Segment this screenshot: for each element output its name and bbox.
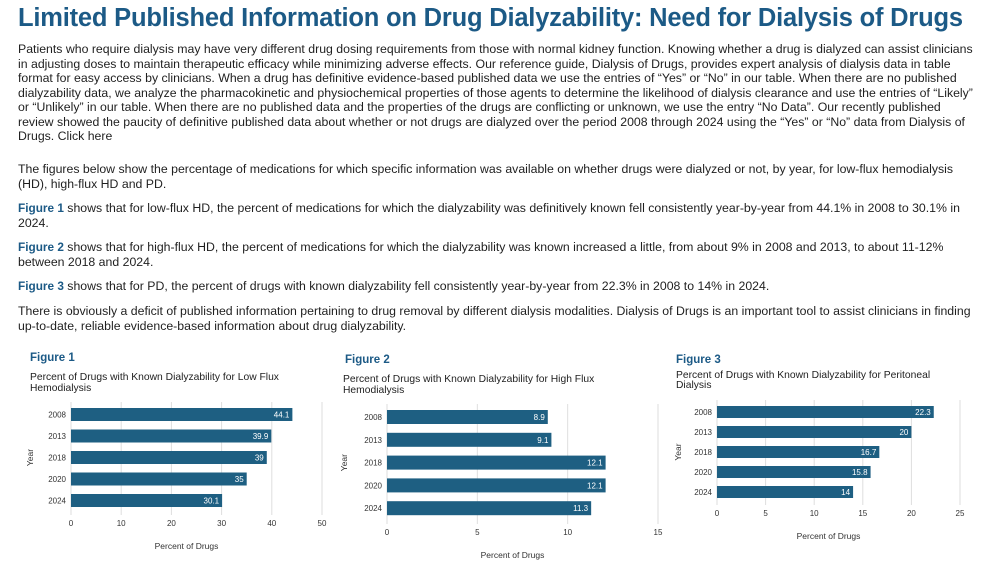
bar-value-label: 39.9 xyxy=(253,432,269,441)
x-axis-title: Percent of Drugs xyxy=(797,531,861,541)
bar-value-label: 11.3 xyxy=(573,504,589,513)
figure-1-title-line2: Hemodialysis xyxy=(30,383,92,394)
x-tick-label: 30 xyxy=(217,519,226,528)
y-tick-label: 2018 xyxy=(694,448,712,457)
conclusion-paragraph: There is obviously a deficit of publishe… xyxy=(18,304,971,333)
y-tick-label: 2013 xyxy=(48,432,66,441)
x-tick-label: 10 xyxy=(810,509,819,518)
bar-2018 xyxy=(387,455,606,470)
x-tick-label: 5 xyxy=(475,528,480,537)
y-tick-label: 2024 xyxy=(48,497,66,506)
y-tick-label: 2008 xyxy=(48,411,66,420)
figure-2-text: shows that for high-flux HD, the percent… xyxy=(18,240,944,269)
bar-value-label: 30.1 xyxy=(204,497,220,506)
bar-2013 xyxy=(717,426,912,438)
x-tick-label: 15 xyxy=(858,509,867,518)
figure-2-title-line1: Percent of Drugs with Known Dialyzabilit… xyxy=(343,374,595,385)
bar-2024 xyxy=(387,501,592,516)
y-tick-label: 2018 xyxy=(364,459,382,468)
figure-2-link: Figure 2 xyxy=(18,240,64,254)
bar-2018 xyxy=(717,446,880,458)
bar-value-label: 20 xyxy=(899,428,908,437)
bar-value-label: 8.9 xyxy=(534,413,546,422)
y-tick-label: 2020 xyxy=(694,468,712,477)
y-tick-label: 2013 xyxy=(364,436,382,445)
y-tick-label: 2008 xyxy=(694,408,712,417)
bar-2008 xyxy=(387,410,548,424)
bar-value-label: 35 xyxy=(235,475,244,484)
y-axis-title: Year xyxy=(673,443,683,460)
x-tick-label: 10 xyxy=(117,519,126,528)
x-tick-label: 25 xyxy=(956,509,965,518)
bar-value-label: 14 xyxy=(841,488,850,497)
intro-paragraph: Patients who require dialysis may have v… xyxy=(18,42,973,143)
figure-1-title-line1: Percent of Drugs with Known Dialyzabilit… xyxy=(30,372,279,383)
figure-2-chart: 8.9 2008 9.1 2013 12.1 2018 12.1 2020 11.3 2024 0 5… xyxy=(339,404,663,560)
bar-2024 xyxy=(71,494,223,507)
bar-2008 xyxy=(717,406,934,418)
bar-value-label: 16.7 xyxy=(861,448,877,457)
y-tick-label: 2024 xyxy=(364,504,382,513)
x-tick-label: 40 xyxy=(267,519,276,528)
figure-3-title-line2: Dialysis xyxy=(676,380,712,391)
x-tick-label: 10 xyxy=(563,528,572,537)
bar-2008 xyxy=(71,408,293,421)
bar-2020 xyxy=(71,472,247,486)
x-tick-label: 0 xyxy=(69,519,74,528)
x-tick-label: 5 xyxy=(763,509,768,518)
y-tick-label: 2013 xyxy=(694,428,712,437)
bar-value-label: 12.1 xyxy=(587,481,603,490)
x-axis-title: Percent of Drugs xyxy=(155,541,219,551)
figure-3-title-line1: Percent of Drugs with Known Dialyzabilit… xyxy=(676,370,931,381)
bar-value-label: 22.3 xyxy=(915,408,931,417)
y-tick-label: 2018 xyxy=(48,454,66,463)
bar-value-label: 12.1 xyxy=(587,459,603,468)
y-tick-label: 2020 xyxy=(364,481,382,490)
x-tick-label: 50 xyxy=(318,519,327,528)
figure-1-chart: 44.1 2008 39.9 2013 39 2018 35 2020 30.1 2024 0 10 2… xyxy=(25,402,327,551)
y-axis-title: Year xyxy=(339,454,349,471)
bar-2024 xyxy=(717,486,854,498)
bar-value-label: 39 xyxy=(255,454,264,463)
figure-1-link: Figure 1 xyxy=(18,201,64,215)
figure-3-link: Figure 3 xyxy=(18,279,64,293)
x-tick-label: 0 xyxy=(715,509,720,518)
x-tick-label: 20 xyxy=(167,519,176,528)
bar-value-label: 15.8 xyxy=(852,468,868,477)
x-axis-title: Percent of Drugs xyxy=(481,550,545,560)
figure-1-paragraph: Figure 1 shows that for low-flux HD, the… xyxy=(18,201,978,230)
figures-intro-paragraph: The figures below show the percentage of… xyxy=(18,162,954,191)
y-tick-label: 2008 xyxy=(364,413,382,422)
figure-3-text: shows that for PD, the percent of drugs … xyxy=(63,279,770,293)
bar-2020 xyxy=(717,466,871,478)
figure-3-chart: 22.3 2008 20 2013 16.7 2018 15.8 2020 14 2024 0 5 10… xyxy=(673,400,965,541)
bar-2013 xyxy=(387,432,552,447)
figure-3-label: Figure 3 xyxy=(676,354,721,366)
bar-2018 xyxy=(71,451,267,464)
x-tick-label: 0 xyxy=(385,528,390,537)
figure-1-text: shows that for low-flux HD, the percent … xyxy=(18,201,960,230)
figure-2-title-line2: Hemodialysis xyxy=(343,385,405,396)
x-tick-label: 20 xyxy=(907,509,916,518)
x-tick-label: 15 xyxy=(654,528,663,537)
figure-1-label: Figure 1 xyxy=(30,352,75,364)
bar-2013 xyxy=(71,429,272,443)
y-tick-label: 2020 xyxy=(48,475,66,484)
figure-2-label: Figure 2 xyxy=(345,354,390,366)
bar-value-label: 44.1 xyxy=(274,411,290,420)
page-title: Limited Published Information on Drug Di… xyxy=(18,4,963,32)
bar-value-label: 9.1 xyxy=(537,436,549,445)
y-axis-title: Year xyxy=(25,449,35,466)
figure-3-paragraph: Figure 3 shows that for PD, the percent … xyxy=(18,279,978,294)
figure-2-paragraph: Figure 2 shows that for high-flux HD, th… xyxy=(18,240,978,269)
y-tick-label: 2024 xyxy=(694,488,712,497)
bar-2020 xyxy=(387,478,606,493)
